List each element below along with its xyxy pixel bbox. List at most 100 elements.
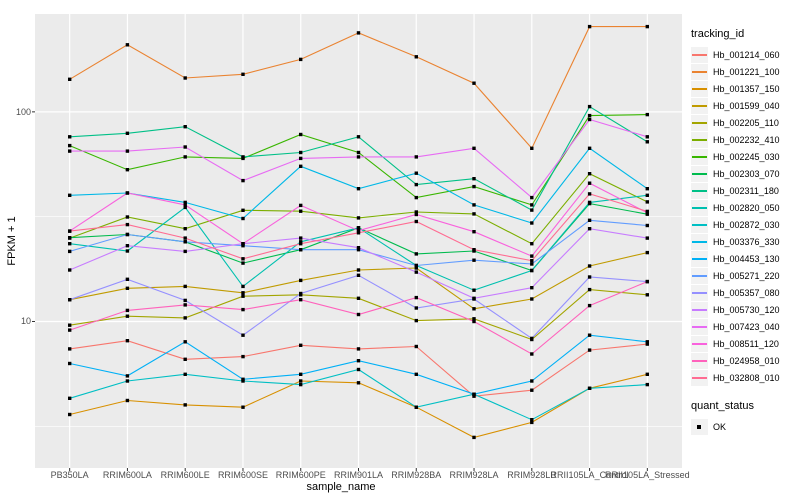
legend-item-label: Hb_002311_180: [713, 185, 779, 196]
data-point: [530, 262, 534, 266]
data-point: [645, 279, 649, 284]
legend-item-label: Hb_002303_070: [713, 168, 780, 179]
data-point: [472, 212, 476, 216]
legend-item-label: Hb_001214_060: [713, 49, 780, 60]
data-point: [645, 24, 649, 29]
legend-item-Hb_002245_030: Hb_002245_030: [691, 148, 799, 165]
data-point: [587, 104, 592, 109]
data-point: [472, 392, 476, 396]
legend-key-swatch: [691, 267, 708, 284]
data-point: [183, 403, 187, 407]
data-point: [414, 55, 418, 59]
data-point: [645, 382, 649, 387]
data-point: [125, 286, 130, 290]
data-point: [125, 308, 130, 313]
legend-key-swatch: [691, 46, 708, 63]
legend-key-swatch: [691, 80, 708, 97]
data-point: [125, 339, 130, 343]
data-point: [587, 200, 592, 205]
data-point: [68, 236, 72, 240]
data-point: [241, 257, 245, 261]
legend-item-label: Hb_004453_130: [713, 253, 780, 264]
data-point: [530, 254, 534, 258]
data-point: [299, 57, 303, 62]
data-point: [183, 316, 187, 320]
data-point: [241, 294, 245, 298]
legend-key-swatch: [691, 233, 708, 250]
data-point: [645, 342, 649, 346]
data-point: [183, 372, 187, 376]
legend-item-label: Hb_001357_150: [713, 83, 780, 94]
data-point: [125, 232, 130, 237]
data-point: [125, 244, 130, 248]
data-point: [587, 264, 592, 268]
data-point: [68, 135, 72, 139]
data-point: [472, 146, 476, 150]
legend-panel-quant-status: quant_status OK: [691, 400, 799, 435]
data-point: [587, 181, 592, 185]
legend-item-Hb_004453_130: Hb_004453_130: [691, 250, 799, 267]
legend-item-label: Hb_002245_030: [713, 151, 780, 162]
data-point: [530, 146, 534, 150]
data-point: [587, 172, 592, 176]
data-point: [183, 236, 187, 240]
y-tick-label: 100: [15, 106, 31, 117]
data-point: [183, 303, 187, 307]
data-point: [241, 261, 245, 265]
data-point: [68, 298, 72, 302]
data-point: [414, 405, 418, 409]
data-point: [587, 303, 592, 308]
legend-item-Hb_002303_070: Hb_002303_070: [691, 165, 799, 182]
legend-key-swatch: [691, 216, 708, 233]
data-point: [530, 336, 534, 341]
data-point: [472, 230, 476, 234]
data-point: [414, 295, 418, 300]
data-point: [472, 248, 476, 252]
data-point: [587, 333, 592, 337]
data-point: [356, 216, 361, 220]
data-point: [356, 226, 361, 230]
x-tick-label: RRII105LA_Control: [550, 470, 629, 480]
legend-item-label: Hb_007423_040: [713, 321, 780, 332]
data-point: [299, 372, 303, 376]
data-point: [183, 240, 187, 244]
data-point: [530, 195, 534, 200]
legend-item-label: Hb_002820_050: [713, 202, 780, 213]
data-point: [299, 291, 303, 296]
data-point: [645, 112, 649, 117]
data-point: [183, 145, 187, 149]
data-point: [125, 277, 130, 281]
data-point: [645, 200, 649, 204]
x-tick-label: RRIM901LA: [333, 470, 384, 480]
data-point: [645, 209, 649, 214]
data-point: [414, 266, 418, 270]
x-tick-label: RRIM928LB: [507, 470, 557, 480]
x-tick-label: RRIM928BA: [391, 470, 442, 480]
data-point: [299, 156, 303, 161]
x-tick-label: RRIM600LE: [160, 470, 210, 480]
data-point: [645, 293, 649, 297]
y-axis-title: FPKM + 1: [6, 216, 18, 266]
data-point: [472, 258, 476, 262]
legend-key-swatch: [691, 318, 708, 335]
data-point: [356, 155, 361, 159]
data-point: [356, 150, 361, 155]
data-point: [68, 149, 72, 153]
data-point: [587, 386, 592, 390]
legend-key-swatch: [691, 63, 708, 80]
legend-key-swatch: [691, 335, 708, 352]
data-point: [414, 318, 418, 323]
data-point: [299, 382, 303, 387]
data-point: [125, 43, 130, 47]
data-point: [68, 193, 72, 197]
data-point: [183, 125, 187, 129]
data-point: [356, 273, 361, 277]
data-point: [68, 249, 72, 254]
data-point: [68, 242, 72, 246]
legend-item-label: Hb_002205_110: [713, 117, 779, 128]
data-point: [587, 113, 592, 118]
legend-item-Hb_002205_110: Hb_002205_110: [691, 114, 799, 131]
x-tick-label: PB350LA: [50, 470, 89, 480]
legend-key-point: [691, 418, 708, 435]
data-point: [414, 270, 418, 274]
